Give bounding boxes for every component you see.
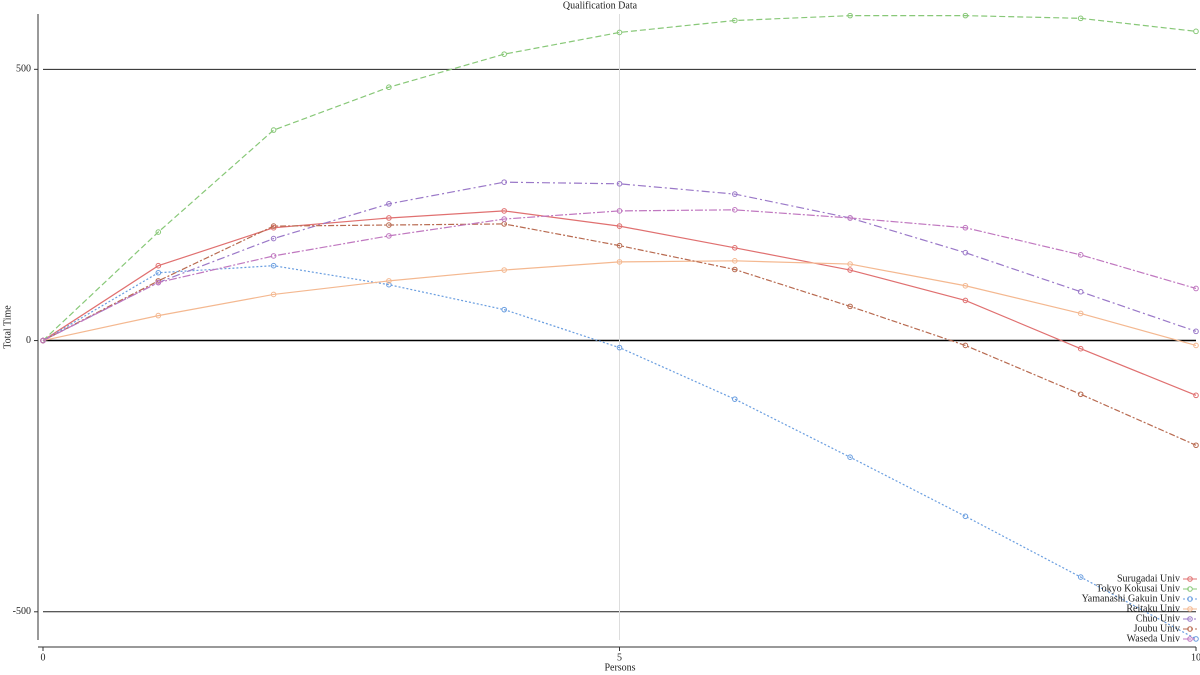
- data-point: [1077, 252, 1084, 258]
- data-point: [847, 261, 853, 267]
- series-line: [42, 223, 1197, 446]
- data-point: [962, 513, 969, 520]
- legend-marker: [1187, 636, 1193, 642]
- data-point: [962, 224, 969, 231]
- y-tick-label: 500: [16, 64, 31, 75]
- data-point: [616, 180, 623, 187]
- data-point: [962, 342, 969, 349]
- data-point: [732, 258, 738, 264]
- legend-marker: [1187, 596, 1193, 602]
- data-point: [962, 249, 969, 256]
- data-point: [386, 222, 392, 228]
- series-line: [42, 265, 1197, 640]
- data-point: [962, 12, 969, 19]
- legend-label: Joubu Univ: [1134, 623, 1180, 634]
- data-point: [155, 278, 162, 284]
- data-point: [386, 201, 392, 207]
- data-point: [386, 84, 392, 91]
- data-point: [501, 216, 508, 222]
- data-point: [270, 235, 277, 242]
- legend-marker: [1187, 616, 1193, 622]
- x-tick-label: 0: [41, 652, 46, 663]
- legend-label: Waseda Univ: [1127, 633, 1180, 644]
- data-point: [1193, 392, 1199, 399]
- data-point: [847, 454, 853, 460]
- data-point: [616, 344, 623, 351]
- legend-marker: [1187, 606, 1193, 612]
- data-point: [616, 259, 623, 265]
- data-point: [386, 233, 392, 239]
- data-point: [847, 12, 853, 19]
- data-point: [847, 215, 853, 221]
- x-tick-label: 5: [617, 652, 622, 663]
- data-point: [1193, 342, 1199, 349]
- data-point: [270, 262, 277, 269]
- legend-marker: [1187, 626, 1193, 632]
- data-point: [501, 267, 508, 273]
- data-point: [40, 337, 46, 344]
- legend-label: Tokyo Kokusai Univ: [1096, 583, 1180, 594]
- series-line: [42, 15, 1197, 341]
- data-point: [732, 266, 738, 273]
- data-point: [501, 179, 508, 185]
- legend-label: Surugadai Univ: [1117, 573, 1180, 584]
- data-point: [1077, 288, 1084, 295]
- data-point: [386, 281, 392, 288]
- data-point: [732, 396, 738, 402]
- data-point: [155, 312, 162, 319]
- data-point: [616, 223, 623, 229]
- data-point: [1077, 574, 1084, 580]
- data-point: [732, 245, 738, 251]
- data-point: [1193, 328, 1199, 335]
- data-point: [847, 267, 853, 273]
- series-line: [42, 260, 1197, 347]
- legend-marker: [1187, 576, 1193, 582]
- series-line: [42, 209, 1197, 342]
- data-point: [732, 191, 738, 197]
- legend-label: Reitaku Univ: [1126, 603, 1180, 614]
- data-point: [1077, 345, 1084, 352]
- data-point: [155, 229, 162, 235]
- data-point: [155, 262, 162, 269]
- data-point: [270, 253, 277, 259]
- legend-marker: [1187, 586, 1193, 592]
- data-point: [270, 127, 277, 133]
- chart-title: Qualification Data: [563, 0, 638, 11]
- data-point: [847, 303, 853, 310]
- data-point: [616, 242, 623, 249]
- data-point: [962, 297, 969, 304]
- data-point: [1077, 310, 1084, 317]
- data-point: [1077, 391, 1084, 398]
- series-line: [42, 210, 1197, 396]
- data-point: [155, 279, 162, 286]
- legend-label: Yamanashi Gakuin Univ: [1082, 593, 1180, 604]
- data-point: [1193, 28, 1199, 35]
- data-point: [270, 291, 277, 298]
- data-point: [732, 207, 738, 213]
- data-point: [1077, 15, 1084, 22]
- data-point: [1193, 442, 1199, 449]
- data-point: [270, 223, 277, 229]
- y-tick-label: 0: [26, 335, 31, 346]
- x-axis-label: Persons: [604, 662, 635, 673]
- data-point: [616, 208, 623, 214]
- data-point: [386, 278, 392, 284]
- data-point: [386, 215, 392, 221]
- data-point: [501, 208, 508, 214]
- data-point: [501, 51, 508, 57]
- data-point: [501, 306, 508, 313]
- data-point: [1193, 285, 1199, 292]
- legend-label: Chuo Univ: [1136, 613, 1180, 624]
- data-point: [155, 269, 162, 276]
- y-tick-label: -500: [13, 606, 31, 617]
- y-axis-label: Total Time: [2, 305, 13, 349]
- x-tick-label: 10: [1191, 652, 1200, 663]
- series-line: [42, 181, 1197, 342]
- data-point: [962, 282, 969, 289]
- data-point: [616, 29, 623, 36]
- data-point: [732, 17, 738, 24]
